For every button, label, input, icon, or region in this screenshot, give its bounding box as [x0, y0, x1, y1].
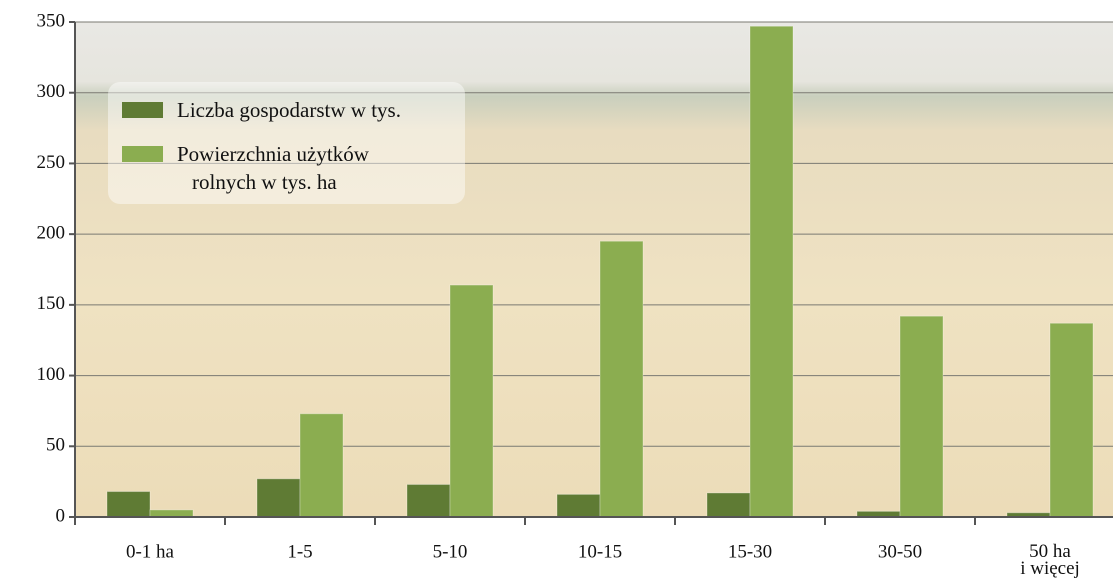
bar — [899, 315, 944, 518]
y-tick-label: 150 — [37, 293, 66, 314]
bar — [256, 478, 301, 518]
x-tick-label: 5-10 — [433, 541, 468, 562]
bar — [599, 240, 644, 518]
bar — [556, 493, 601, 518]
bar — [149, 509, 194, 518]
x-tick-label: 30-50 — [878, 541, 922, 562]
y-tick-label: 350 — [37, 10, 66, 31]
y-tick-label: 250 — [37, 152, 66, 173]
legend-label: Powierzchnia użytków rolnych w tys. ha — [177, 142, 370, 194]
x-tick-label: 1-5 — [287, 541, 312, 562]
y-tick-label: 100 — [37, 364, 66, 385]
x-tick-label: 10-15 — [578, 541, 622, 562]
bar — [706, 492, 751, 518]
y-tick-label: 50 — [46, 435, 65, 456]
legend: Liczba gospodarstw w tys. Powierzchnia uż… — [108, 82, 465, 204]
bar — [406, 483, 451, 518]
legend-label: Liczba gospodarstw w tys. — [177, 98, 401, 122]
y-tick-label: 200 — [37, 223, 66, 244]
legend-box — [108, 82, 465, 204]
y-tick-label: 0 — [56, 505, 66, 526]
bar — [749, 25, 794, 518]
y-tick-label: 300 — [37, 81, 66, 102]
bar — [106, 491, 151, 518]
bar — [449, 284, 494, 518]
bar — [1049, 322, 1094, 518]
x-tick-label: 15-30 — [728, 541, 772, 562]
x-tick-label: 50 ha i więcej — [1020, 541, 1080, 579]
bar — [299, 413, 344, 518]
legend-swatch — [122, 146, 163, 162]
x-tick-label: 0-1 ha — [126, 541, 175, 562]
legend-swatch — [122, 102, 163, 118]
